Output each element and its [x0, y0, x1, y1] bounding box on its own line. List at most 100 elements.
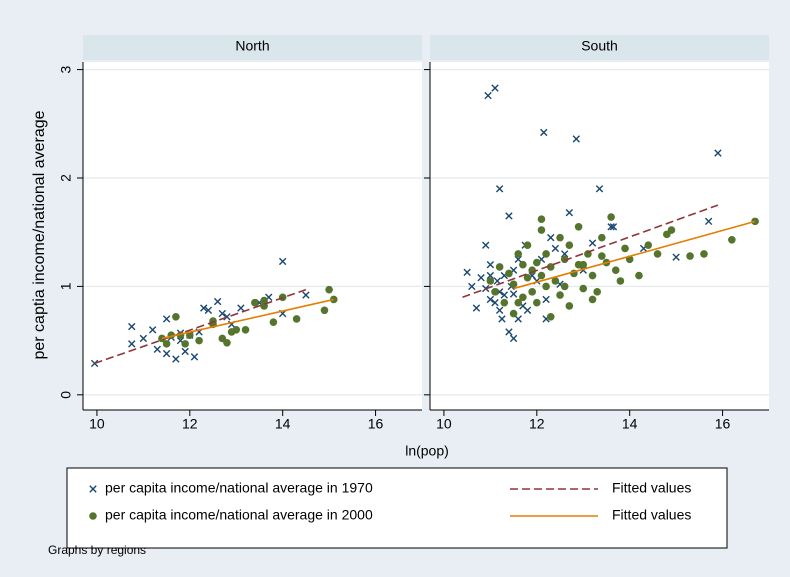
point [472, 304, 481, 312]
point [528, 288, 536, 296]
point [609, 223, 618, 231]
point [505, 212, 513, 220]
point [574, 260, 583, 269]
point [509, 290, 518, 298]
point [223, 313, 231, 321]
point [533, 258, 541, 267]
point [498, 315, 506, 323]
point [728, 235, 736, 244]
point [505, 328, 513, 336]
point [162, 349, 171, 358]
point [607, 223, 615, 231]
point [181, 340, 189, 348]
point [653, 250, 662, 258]
y-axis-label: per captia income/national average [31, 110, 48, 359]
point [223, 338, 231, 347]
point [667, 226, 676, 234]
x-tick-label: 16 [368, 416, 384, 432]
point [204, 306, 213, 314]
point [542, 250, 550, 258]
point [537, 271, 546, 280]
point [616, 277, 625, 285]
point [491, 288, 499, 296]
point [500, 298, 509, 307]
point [565, 302, 574, 310]
point [468, 282, 476, 291]
point [128, 322, 136, 331]
point [172, 355, 180, 363]
point [162, 315, 171, 323]
point [509, 334, 518, 343]
point [588, 295, 597, 304]
legend-marker [89, 512, 97, 520]
point [486, 261, 495, 269]
point [546, 263, 555, 271]
point [621, 244, 629, 253]
point [200, 304, 208, 312]
point [519, 293, 527, 302]
point [551, 277, 560, 285]
point [241, 325, 250, 334]
legend-box [66, 467, 728, 549]
point [537, 226, 546, 234]
point [588, 271, 597, 280]
point [139, 334, 148, 343]
y-tick-label: 2 [58, 174, 74, 182]
panel-strip [430, 35, 769, 60]
point [686, 252, 694, 260]
plot-area [83, 62, 422, 410]
point [547, 233, 555, 242]
point [537, 215, 546, 223]
fit-line [161, 298, 334, 340]
point [509, 309, 518, 318]
point [556, 291, 564, 299]
point [556, 233, 564, 242]
point [700, 250, 708, 258]
point [514, 315, 522, 323]
point [463, 268, 471, 277]
point [593, 288, 601, 296]
panel-title: North [235, 38, 269, 54]
point [579, 284, 588, 293]
point [523, 273, 532, 282]
point [495, 306, 504, 314]
point [486, 271, 495, 280]
point [237, 304, 245, 312]
point [491, 298, 499, 307]
point [128, 340, 136, 348]
point [574, 222, 583, 231]
point [278, 257, 287, 266]
fit-line [94, 288, 307, 365]
x-tick-label: 16 [715, 416, 731, 432]
point [500, 291, 508, 299]
point [477, 274, 485, 282]
point [565, 208, 574, 217]
point [213, 297, 222, 306]
point [635, 271, 643, 280]
y-tick-label: 3 [58, 65, 74, 73]
point [495, 263, 504, 271]
point [572, 135, 580, 143]
note: Graphs by regions [48, 543, 146, 557]
x-tick-label: 12 [182, 416, 198, 432]
point [218, 309, 227, 318]
point [560, 250, 569, 258]
point [509, 280, 518, 289]
point [533, 298, 541, 307]
point [320, 306, 329, 315]
legend-label: Fitted values [612, 507, 691, 523]
point [560, 282, 569, 291]
point [484, 91, 492, 100]
point [514, 255, 522, 264]
fit-line [513, 220, 756, 290]
y-tick-label: 0 [58, 391, 74, 399]
point [523, 306, 532, 314]
point [486, 277, 495, 285]
legend-marker [89, 485, 97, 493]
point [181, 347, 189, 356]
point [260, 296, 268, 305]
point [523, 241, 532, 250]
point [714, 149, 722, 157]
x-axis-label: ln(pop) [405, 443, 449, 459]
